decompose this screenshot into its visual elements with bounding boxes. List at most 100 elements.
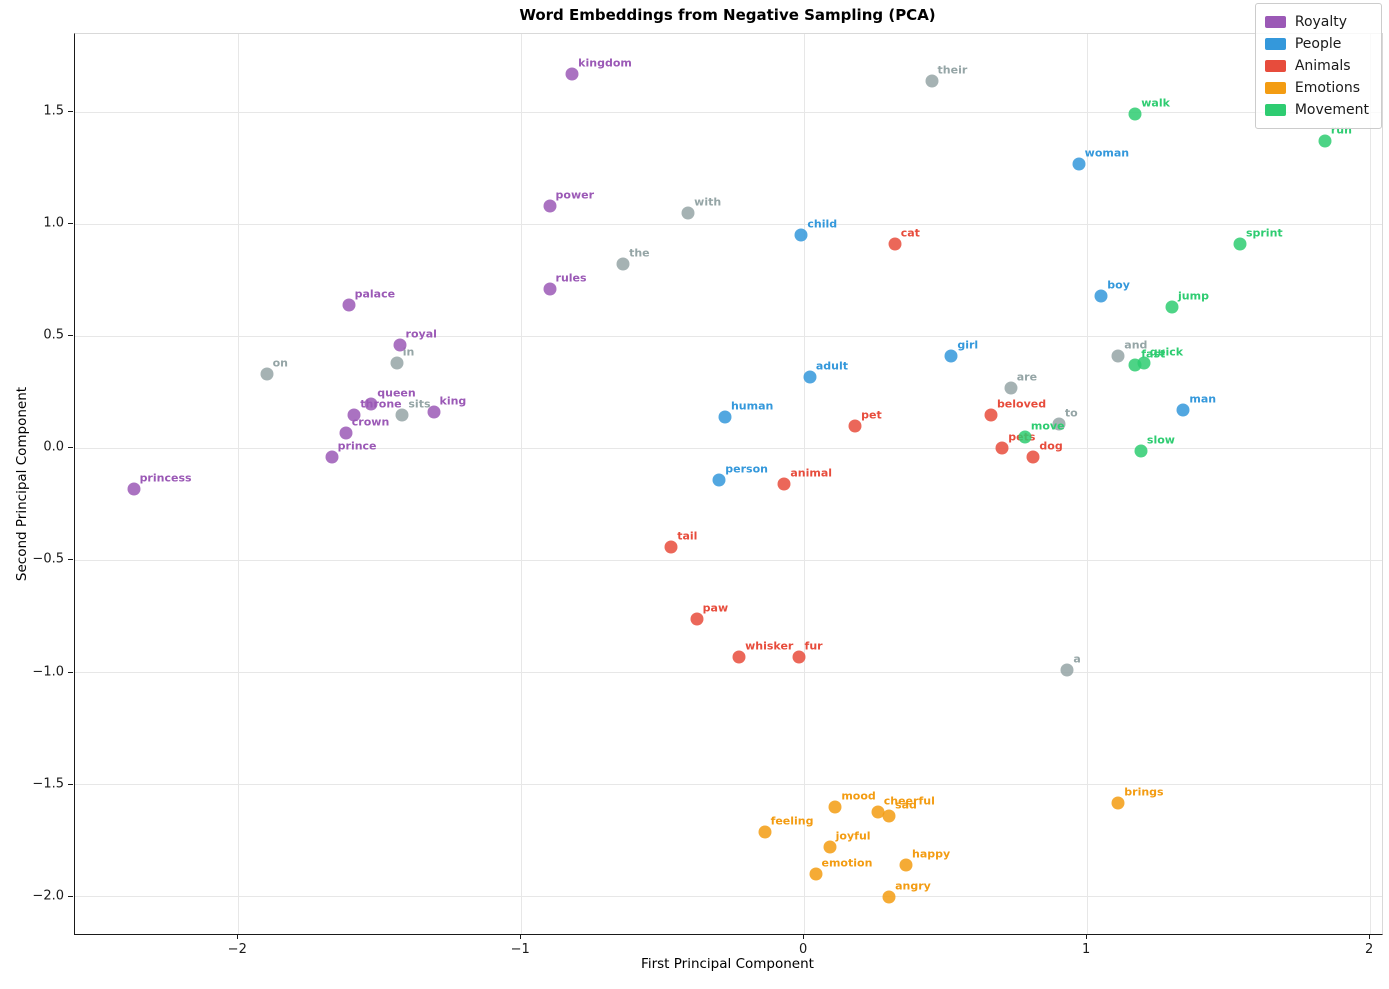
- data-point-power: [543, 199, 557, 213]
- point-label-emotion: emotion: [821, 856, 873, 870]
- data-point-paw: [690, 612, 704, 626]
- data-point-rules: [543, 282, 557, 296]
- x-tick-label: −1: [510, 942, 530, 957]
- data-point-prince: [325, 450, 339, 464]
- legend-swatch-icon: [1264, 104, 1286, 116]
- point-label-move: move: [1030, 419, 1065, 433]
- x-tick-mark: [237, 934, 239, 939]
- point-label-in: in: [402, 345, 415, 359]
- data-point-palace: [342, 298, 356, 312]
- point-label-girl: girl: [957, 338, 979, 352]
- x-tick-label: −2: [227, 942, 247, 957]
- point-label-cheerful: cheerful: [883, 794, 935, 808]
- data-point-king: [427, 405, 440, 419]
- point-label-with: with: [694, 195, 722, 209]
- point-label-whisker: whisker: [745, 639, 794, 653]
- data-point-walk: [1128, 107, 1142, 121]
- point-label-rules: rules: [555, 271, 587, 285]
- point-label-slow: slow: [1146, 433, 1175, 447]
- point-label-are: are: [1016, 370, 1038, 384]
- point-label-king: king: [439, 394, 467, 408]
- data-point-pets: [995, 441, 1009, 455]
- y-tick-label: −0.5: [32, 551, 64, 567]
- point-label-power: power: [555, 188, 594, 202]
- point-label-throne: throne: [360, 397, 402, 411]
- plot-area: their with the on in sits are and to a kingdom powe…: [74, 33, 1383, 935]
- legend-item-movement: Movement: [1264, 99, 1369, 121]
- point-label-human: human: [730, 399, 774, 413]
- data-point-feeling: [758, 825, 772, 839]
- data-point-to: [1052, 417, 1066, 431]
- data-point-beloved: [984, 408, 998, 422]
- y-tick-mark: [68, 559, 73, 561]
- point-label-child: child: [807, 217, 838, 231]
- data-point-with: [681, 206, 695, 220]
- x-tick-mark: [1086, 934, 1088, 939]
- data-point-cat: [888, 237, 902, 251]
- y-tick-mark: [68, 671, 73, 673]
- point-label-princess: princess: [139, 471, 192, 485]
- point-label-brings: brings: [1124, 785, 1164, 799]
- data-point-fur: [792, 650, 806, 664]
- point-label-a: a: [1073, 652, 1081, 666]
- gridline-y-1.0: [75, 223, 1382, 225]
- point-label-pet: pet: [861, 408, 882, 422]
- point-label-to: to: [1064, 406, 1078, 420]
- point-label-fur: fur: [804, 639, 823, 653]
- data-point-move: [1018, 430, 1032, 444]
- y-tick-mark: [68, 783, 73, 785]
- data-point-slow: [1134, 444, 1148, 458]
- data-point-a: [1060, 663, 1074, 677]
- gridline-y-−2.0: [75, 896, 1382, 898]
- data-point-joyful: [823, 840, 837, 854]
- data-point-crown: [339, 426, 353, 440]
- data-point-kingdom: [565, 67, 579, 81]
- legend-item-royalty: Royalty: [1264, 11, 1369, 33]
- data-point-royal: [393, 338, 407, 352]
- point-label-beloved: beloved: [996, 397, 1047, 411]
- gridline-y-0.0: [75, 447, 1382, 449]
- point-label-quick: quick: [1149, 345, 1184, 359]
- data-point-emotion: [809, 867, 822, 881]
- gridline-y-−0.5: [75, 559, 1382, 561]
- data-point-animal: [777, 477, 791, 491]
- y-tick-label: −1.5: [32, 776, 64, 792]
- data-point-pet: [848, 419, 862, 433]
- point-label-adult: adult: [815, 359, 849, 373]
- legend-swatch-icon: [1264, 82, 1286, 94]
- point-label-royal: royal: [405, 327, 437, 341]
- data-point-adult: [803, 370, 817, 384]
- legend-item-emotions: Emotions: [1264, 77, 1369, 99]
- y-tick-label: −2.0: [32, 888, 64, 904]
- data-point-sprint: [1233, 237, 1247, 251]
- legend-item-people: People: [1264, 33, 1369, 55]
- point-label-queen: queen: [377, 386, 416, 399]
- point-label-the: the: [629, 246, 650, 260]
- data-point-child: [794, 228, 808, 242]
- point-label-mood: mood: [841, 789, 876, 803]
- data-point-sits: [395, 408, 409, 422]
- point-label-tail: tail: [677, 529, 698, 543]
- gridline-x-1: [1086, 34, 1088, 934]
- x-axis-label: First Principal Component: [641, 956, 814, 972]
- legend-label: Movement: [1294, 102, 1369, 118]
- y-tick-label: 0.0: [43, 439, 64, 455]
- point-label-joyful: joyful: [835, 829, 871, 843]
- legend-swatch-icon: [1264, 38, 1286, 50]
- point-label-man: man: [1189, 392, 1217, 406]
- point-label-their: their: [937, 63, 968, 77]
- point-label-person: person: [725, 462, 768, 476]
- y-tick-label: 1.0: [43, 215, 64, 231]
- data-point-quick: [1137, 356, 1151, 370]
- y-tick-label: −1.0: [32, 664, 64, 680]
- data-point-boy: [1094, 289, 1108, 303]
- data-point-run: [1318, 134, 1332, 148]
- data-point-woman: [1072, 157, 1086, 171]
- data-point-sad: [882, 809, 896, 823]
- point-label-happy: happy: [912, 847, 951, 861]
- gridline-y-−1.0: [75, 672, 1382, 674]
- legend-label: Emotions: [1294, 80, 1361, 96]
- y-tick-mark: [68, 335, 73, 337]
- point-label-angry: angry: [895, 879, 931, 893]
- legend-swatch-icon: [1264, 60, 1286, 72]
